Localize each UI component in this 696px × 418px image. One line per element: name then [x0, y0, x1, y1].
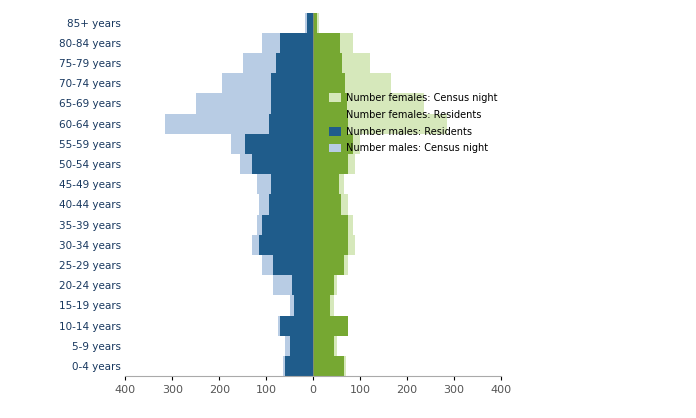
- Bar: [285, 356, 313, 376]
- Bar: [313, 174, 339, 194]
- Bar: [313, 255, 344, 275]
- Bar: [257, 214, 313, 235]
- Bar: [231, 134, 313, 154]
- Bar: [259, 235, 313, 255]
- Bar: [313, 73, 345, 93]
- Bar: [313, 134, 353, 154]
- Bar: [313, 194, 349, 214]
- Bar: [252, 154, 313, 174]
- Bar: [313, 275, 334, 296]
- Bar: [271, 73, 313, 93]
- Bar: [294, 296, 313, 316]
- Bar: [313, 194, 342, 214]
- Bar: [313, 235, 356, 255]
- Bar: [313, 93, 347, 114]
- Bar: [307, 13, 313, 33]
- Bar: [313, 53, 342, 73]
- Bar: [259, 194, 313, 214]
- Bar: [262, 33, 313, 53]
- Bar: [313, 235, 349, 255]
- Bar: [313, 336, 334, 356]
- Bar: [283, 356, 313, 376]
- Bar: [313, 356, 346, 376]
- Bar: [313, 53, 370, 73]
- Bar: [274, 275, 313, 296]
- Bar: [313, 174, 344, 194]
- Bar: [271, 174, 313, 194]
- Bar: [245, 134, 313, 154]
- Bar: [269, 194, 313, 214]
- Bar: [305, 13, 313, 33]
- Bar: [276, 53, 313, 73]
- Bar: [313, 13, 319, 33]
- Bar: [313, 114, 349, 134]
- Bar: [240, 154, 313, 174]
- Bar: [313, 93, 424, 114]
- Bar: [257, 174, 313, 194]
- Bar: [313, 296, 330, 316]
- Bar: [252, 235, 313, 255]
- Bar: [165, 114, 313, 134]
- Bar: [313, 296, 334, 316]
- Bar: [313, 33, 353, 53]
- Bar: [290, 336, 313, 356]
- Bar: [313, 336, 337, 356]
- Bar: [313, 33, 340, 53]
- Bar: [280, 33, 313, 53]
- Bar: [313, 134, 361, 154]
- Bar: [262, 255, 313, 275]
- Bar: [292, 275, 313, 296]
- Bar: [313, 255, 349, 275]
- Bar: [290, 296, 313, 316]
- Bar: [269, 114, 313, 134]
- Bar: [313, 73, 390, 93]
- Bar: [278, 316, 313, 336]
- Bar: [262, 214, 313, 235]
- Legend: Number females: Census night, Number females: Residents, Number males: Residents: Number females: Census night, Number fem…: [326, 90, 500, 156]
- Bar: [313, 154, 356, 174]
- Bar: [313, 275, 337, 296]
- Bar: [280, 316, 313, 336]
- Bar: [243, 53, 313, 73]
- Bar: [285, 336, 313, 356]
- Bar: [313, 114, 447, 134]
- Bar: [313, 154, 349, 174]
- Bar: [313, 13, 317, 33]
- Bar: [221, 73, 313, 93]
- Bar: [313, 356, 344, 376]
- Bar: [313, 316, 349, 336]
- Bar: [196, 93, 313, 114]
- Bar: [313, 214, 349, 235]
- Bar: [313, 214, 353, 235]
- Bar: [313, 316, 339, 336]
- Bar: [274, 255, 313, 275]
- Bar: [271, 93, 313, 114]
